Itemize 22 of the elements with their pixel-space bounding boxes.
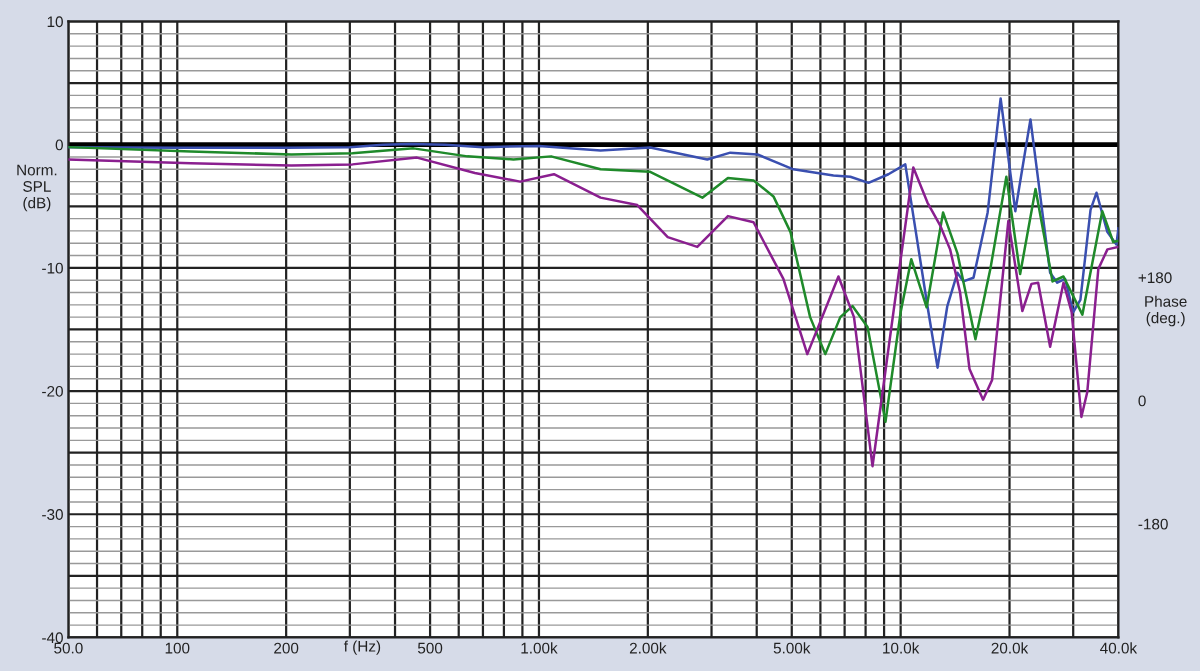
x-tick-label: 40.0k xyxy=(1100,642,1138,654)
x-axis-title: f (Hz) xyxy=(343,640,381,655)
x-tick-label: 5.00k xyxy=(773,642,811,654)
x-tick-label: 10.0k xyxy=(883,642,920,654)
y2-tick-label: 0 xyxy=(1138,395,1146,407)
y-axis-title: Norm. SPL (dB) xyxy=(17,164,57,212)
x-tick-label: 1.00k xyxy=(521,642,558,654)
y-tick-label: -10 xyxy=(42,262,63,274)
y2-tick-label: -180 xyxy=(1138,518,1168,530)
x-tick-label: 50.0 xyxy=(54,642,83,654)
y2-axis-title: Phase (deg.) xyxy=(1145,295,1187,327)
y-tick-label: 0 xyxy=(55,139,63,151)
y-tick-label: -20 xyxy=(42,385,63,397)
y-tick-label: -40 xyxy=(42,632,63,644)
y2-tick-label: +180 xyxy=(1138,272,1172,284)
x-tick-label: 20.0k xyxy=(991,642,1029,654)
x-tick-label: 2.00k xyxy=(629,642,667,654)
y-tick-label: 10 xyxy=(47,16,63,28)
x-tick-label: 500 xyxy=(417,642,443,654)
x-tick-label: 100 xyxy=(165,642,190,654)
x-tick-label: 200 xyxy=(274,642,299,654)
y-tick-label: -30 xyxy=(42,509,63,520)
